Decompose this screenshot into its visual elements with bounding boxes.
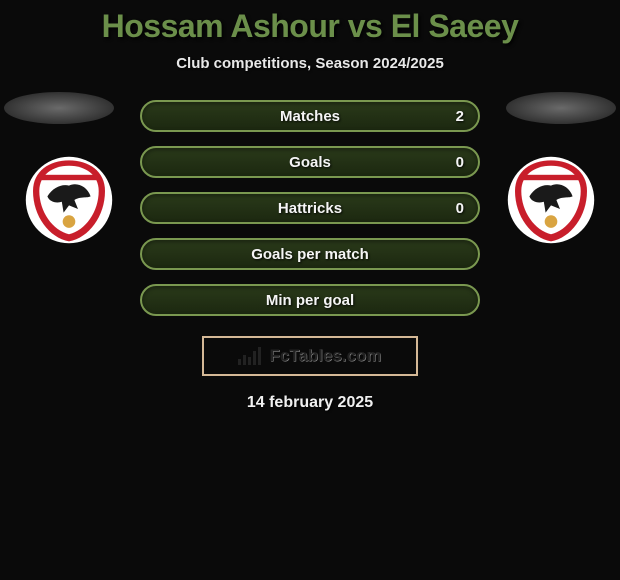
stat-min-per-goal: Min per goal (140, 284, 480, 316)
stat-goals-per-match: Goals per match (140, 238, 480, 270)
right-player-oval (506, 92, 616, 124)
stat-label: Matches (280, 108, 340, 125)
stat-goals: Goals 0 (140, 146, 480, 178)
stats-column: Matches 2 Goals 0 Hattricks 0 Goals per … (140, 100, 480, 316)
stat-value: 0 (456, 200, 464, 217)
stat-label: Goals per match (251, 246, 369, 263)
date-text: 14 february 2025 (247, 394, 373, 412)
brand-text: FcTables.com (269, 346, 381, 366)
subtitle: Club competitions, Season 2024/2025 (176, 55, 444, 72)
stat-label: Goals (289, 154, 331, 171)
brand-box: FcTables.com (202, 336, 418, 376)
stat-label: Hattricks (278, 200, 342, 217)
bar-chart-icon (238, 347, 263, 365)
stat-value: 2 (456, 108, 464, 125)
infographic-container: Hossam Ashour vs El Saeey Club competiti… (0, 0, 620, 412)
stat-label: Min per goal (266, 292, 354, 309)
stats-row: Matches 2 Goals 0 Hattricks 0 Goals per … (0, 100, 620, 316)
page-title: Hossam Ashour vs El Saeey (102, 8, 519, 45)
stat-value: 0 (456, 154, 464, 171)
stat-hattricks: Hattricks 0 (140, 192, 480, 224)
right-club-crest (506, 155, 596, 245)
left-player-oval (4, 92, 114, 124)
left-club-crest (24, 155, 114, 245)
stat-matches: Matches 2 (140, 100, 480, 132)
